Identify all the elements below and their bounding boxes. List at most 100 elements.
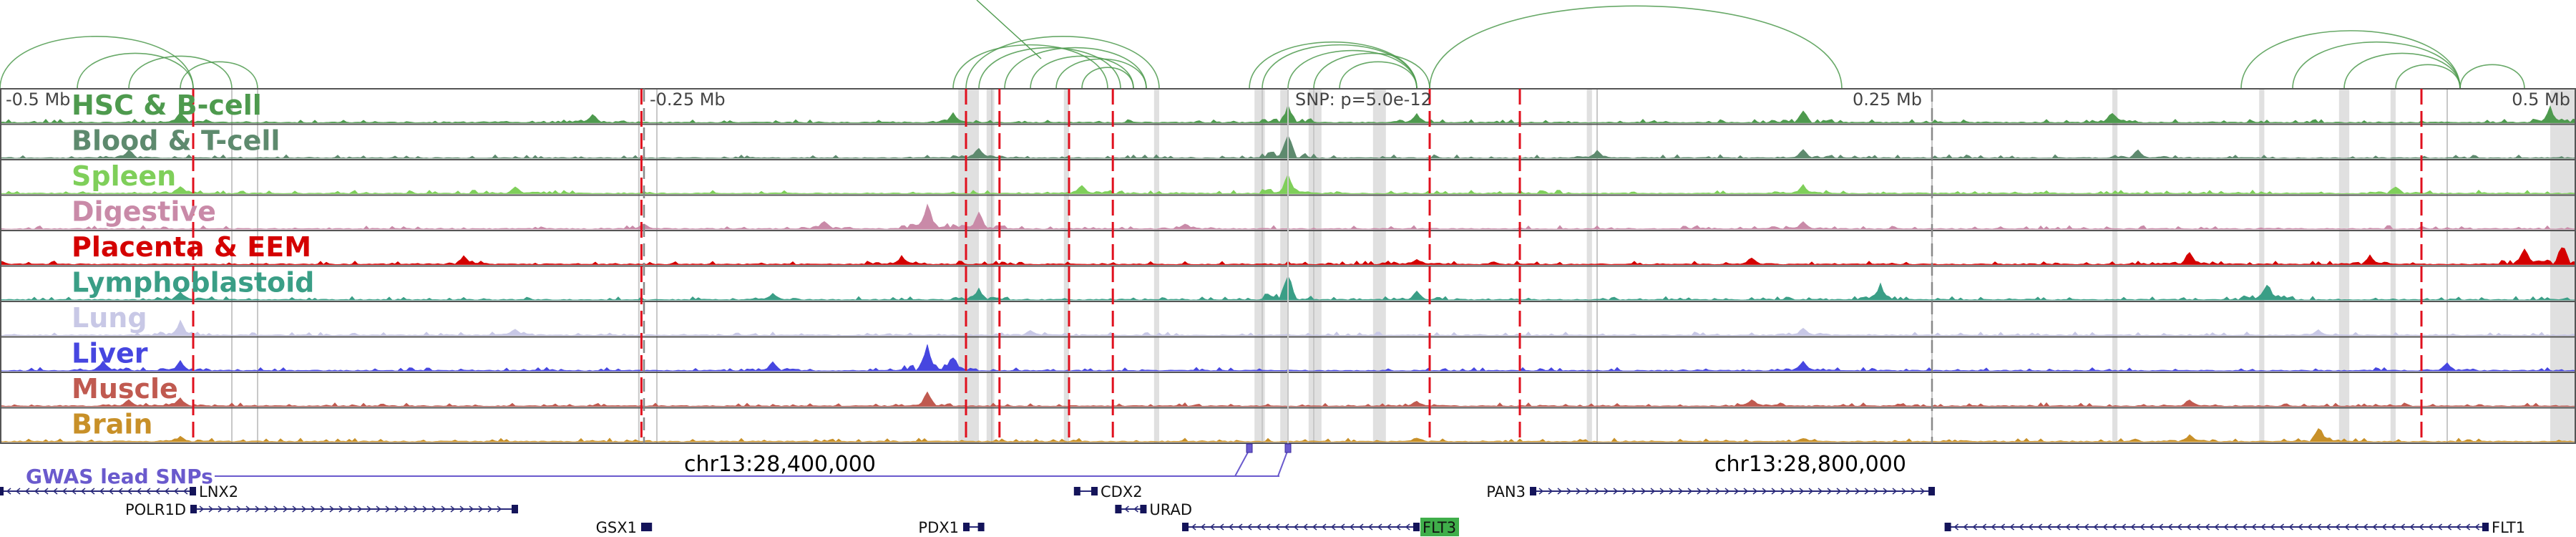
loop-arc <box>1055 58 1147 90</box>
strand-chevron <box>2167 523 2173 531</box>
strand-chevron <box>1901 488 1907 495</box>
strand-chevron <box>1752 488 1758 495</box>
strand-chevron <box>487 505 493 513</box>
strand-chevron <box>1659 488 1665 495</box>
strand-chevron <box>2242 523 2248 531</box>
strand-chevron <box>385 505 391 513</box>
signal-track-7 <box>0 344 2576 372</box>
strand-chevron <box>2186 523 2192 531</box>
signal-track-8 <box>0 391 2576 407</box>
gene-label: URAD <box>1149 501 1192 518</box>
strand-chevron <box>2363 523 2368 531</box>
strand-chevron <box>173 488 179 495</box>
strand-chevron <box>1650 488 1656 495</box>
strand-chevron <box>1284 523 1289 531</box>
strand-chevron <box>1864 488 1870 495</box>
track-label: Placenta & EEM <box>72 231 311 263</box>
strand-chevron <box>1604 488 1609 495</box>
strand-chevron <box>264 505 270 513</box>
strand-chevron <box>1321 523 1327 531</box>
gene-exon <box>1115 505 1122 513</box>
gene-highlight-box <box>1420 518 1459 536</box>
loop-arc <box>2395 64 2461 90</box>
strand-chevron <box>1981 523 1987 531</box>
strand-chevron <box>441 505 447 513</box>
strand-chevron <box>2028 523 2034 531</box>
strand-chevron <box>292 505 298 513</box>
strand-chevron <box>404 505 409 513</box>
genomic-coordinate-label: chr13:28,800,000 <box>1714 452 1906 477</box>
strand-chevron <box>2307 523 2313 531</box>
strand-chevron <box>1405 523 1410 531</box>
strand-chevron <box>2205 523 2210 531</box>
gene-label: GSX1 <box>596 519 637 536</box>
strand-chevron <box>329 505 335 513</box>
strand-chevron <box>1836 488 1842 495</box>
strand-chevron <box>164 488 170 495</box>
strand-chevron <box>2298 523 2303 531</box>
strand-chevron <box>450 505 456 513</box>
strand-chevron <box>208 505 214 513</box>
strand-chevron <box>283 505 288 513</box>
strand-chevron <box>80 488 86 495</box>
strand-chevron <box>1312 523 1317 531</box>
strand-chevron <box>236 505 242 513</box>
loop-arc-offscreen <box>976 0 1042 59</box>
strand-chevron <box>422 505 428 513</box>
loop-arc <box>77 52 194 90</box>
strand-chevron <box>1780 488 1786 495</box>
gene-exon <box>1530 487 1536 495</box>
gene-exon <box>1140 505 1147 513</box>
loop-arc <box>1429 5 1843 90</box>
strand-chevron <box>2400 523 2406 531</box>
gene-annotation-track: LNX2 POLR1D GSX1 PDX1 CDX2 URAD FLT3 PAN3 FLT1 <box>0 483 2525 536</box>
strand-chevron <box>2381 523 2387 531</box>
strand-chevron <box>2084 523 2089 531</box>
strand-chevron <box>2046 523 2052 531</box>
strand-chevron <box>1237 523 1243 531</box>
strand-chevron <box>1256 523 1262 531</box>
chromatin-loop-arcs <box>0 0 2525 90</box>
strand-chevron <box>2112 523 2117 531</box>
track-label: Spleen <box>72 160 176 192</box>
strand-chevron <box>6 488 11 495</box>
axis-tick-label: 0.25 Mb <box>1853 90 1922 110</box>
track-label: Liver <box>72 338 148 369</box>
coordinate-axis: chr13:28,400,000 chr13:28,800,000 <box>684 452 1906 477</box>
gene-exon <box>512 505 518 513</box>
gene-exon <box>641 523 648 531</box>
strand-chevron <box>2335 523 2341 531</box>
strand-chevron <box>2223 523 2229 531</box>
gene-exon <box>1182 523 1189 531</box>
strand-chevron <box>1265 523 1271 531</box>
signal-track-3 <box>0 203 2576 230</box>
strand-chevron <box>320 505 326 513</box>
strand-chevron <box>2270 523 2275 531</box>
strand-chevron <box>1200 523 1206 531</box>
loop-arc <box>965 35 1160 90</box>
strand-chevron <box>1855 488 1860 495</box>
strand-chevron <box>1133 505 1138 513</box>
strand-chevron <box>1911 488 1916 495</box>
track-label: HSC & B-cell <box>72 90 262 121</box>
strand-chevron <box>1991 523 1996 531</box>
loop-arc <box>1004 47 1147 90</box>
strand-chevron <box>1920 488 1926 495</box>
strand-chevron <box>497 505 502 513</box>
strand-chevron <box>43 488 49 495</box>
loop-arc <box>1339 61 1418 90</box>
strand-chevron <box>2353 523 2359 531</box>
strand-chevron <box>1827 488 1833 495</box>
strand-chevron <box>2474 523 2480 531</box>
strand-chevron <box>1395 523 1401 531</box>
gene-label: CDX2 <box>1101 483 1143 500</box>
gwas-snp-marker <box>1284 443 1292 453</box>
strand-chevron <box>2437 523 2443 531</box>
axis-tick-label: 0.5 Mb <box>2512 90 2570 110</box>
strand-chevron <box>227 505 233 513</box>
strand-chevron <box>1706 488 1712 495</box>
strand-chevron <box>1124 505 1129 513</box>
gene-exon <box>190 505 197 513</box>
loop-arc <box>1081 67 1134 90</box>
strand-chevron <box>1953 523 1959 531</box>
